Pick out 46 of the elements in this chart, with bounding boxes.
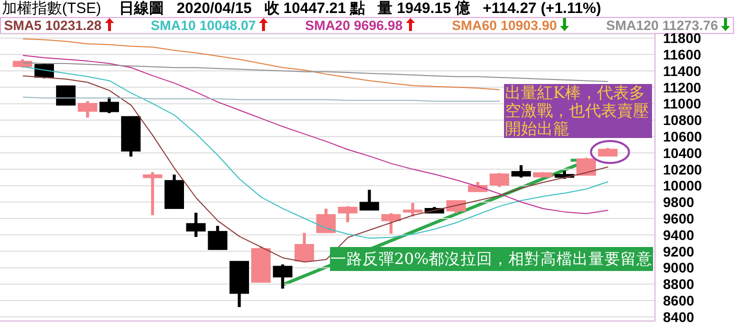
- y-tick-label: 8600: [663, 292, 694, 308]
- text: SMA60 10903.90: [452, 18, 558, 33]
- candlestick: [99, 97, 119, 114]
- y-tick-label: 8800: [663, 276, 694, 292]
- candlestick: [272, 264, 292, 289]
- text: SMA20 9696.98: [305, 18, 404, 33]
- candlestick: [186, 212, 206, 237]
- candlestick: [142, 172, 162, 216]
- candlestick: [294, 232, 314, 262]
- y-tick-label: 9400: [663, 226, 694, 243]
- y-tick-label: 8400: [663, 308, 694, 325]
- candlestick: [316, 208, 336, 234]
- y-tick-label: 11200: [663, 79, 702, 96]
- candlestick: [402, 202, 422, 216]
- candlestick: [360, 190, 380, 211]
- text: SMA5 10231.28: [4, 18, 103, 33]
- y-tick-label: 10600: [663, 128, 702, 144]
- annotation: 出量紅K棒，代表多空激戰，也代表賣壓開始出籠: [504, 83, 652, 138]
- line-series: [22, 62, 609, 82]
- candlestick: [338, 206, 358, 222]
- candlestick: [208, 226, 228, 250]
- y-tick-label: 11000: [663, 96, 702, 112]
- candlestick: [576, 158, 596, 176]
- y-tick-label: 9000: [663, 260, 694, 276]
- candlestick: [446, 200, 466, 214]
- y-tick-label: 10200: [663, 161, 702, 178]
- y-tick-label: 11600: [663, 46, 702, 62]
- text: SMA120 11273.76: [606, 18, 719, 33]
- chart-subtitle: 日線圖 2020/04/15 收 10447.21 點 量 1949.15 億 +114.27 (+1.11%): [119, 0, 602, 17]
- candlestick: [381, 213, 401, 234]
- candlestick: [490, 172, 510, 187]
- line-series: [22, 38, 500, 90]
- chart-title: 加權指數(TSE): [2, 0, 102, 17]
- annotation: 一路反彈20%都沒拉回，相對高檔出量要留意: [330, 247, 653, 271]
- y-tick-label: 9600: [663, 210, 694, 226]
- y-tick-label: 10000: [663, 178, 702, 194]
- y-tick-label: 10800: [663, 112, 702, 128]
- y-tick-label: 10400: [663, 144, 702, 161]
- y-tick-label: 9200: [663, 243, 694, 260]
- candlestick: [511, 165, 531, 178]
- y-tick-label: 11800: [663, 30, 702, 46]
- y-tick-label: 9800: [663, 194, 694, 210]
- y-tick-label: 11400: [663, 62, 702, 79]
- candlestick: [78, 101, 98, 118]
- candlestick: [56, 85, 76, 106]
- text: SMA10 10048.07: [150, 18, 257, 33]
